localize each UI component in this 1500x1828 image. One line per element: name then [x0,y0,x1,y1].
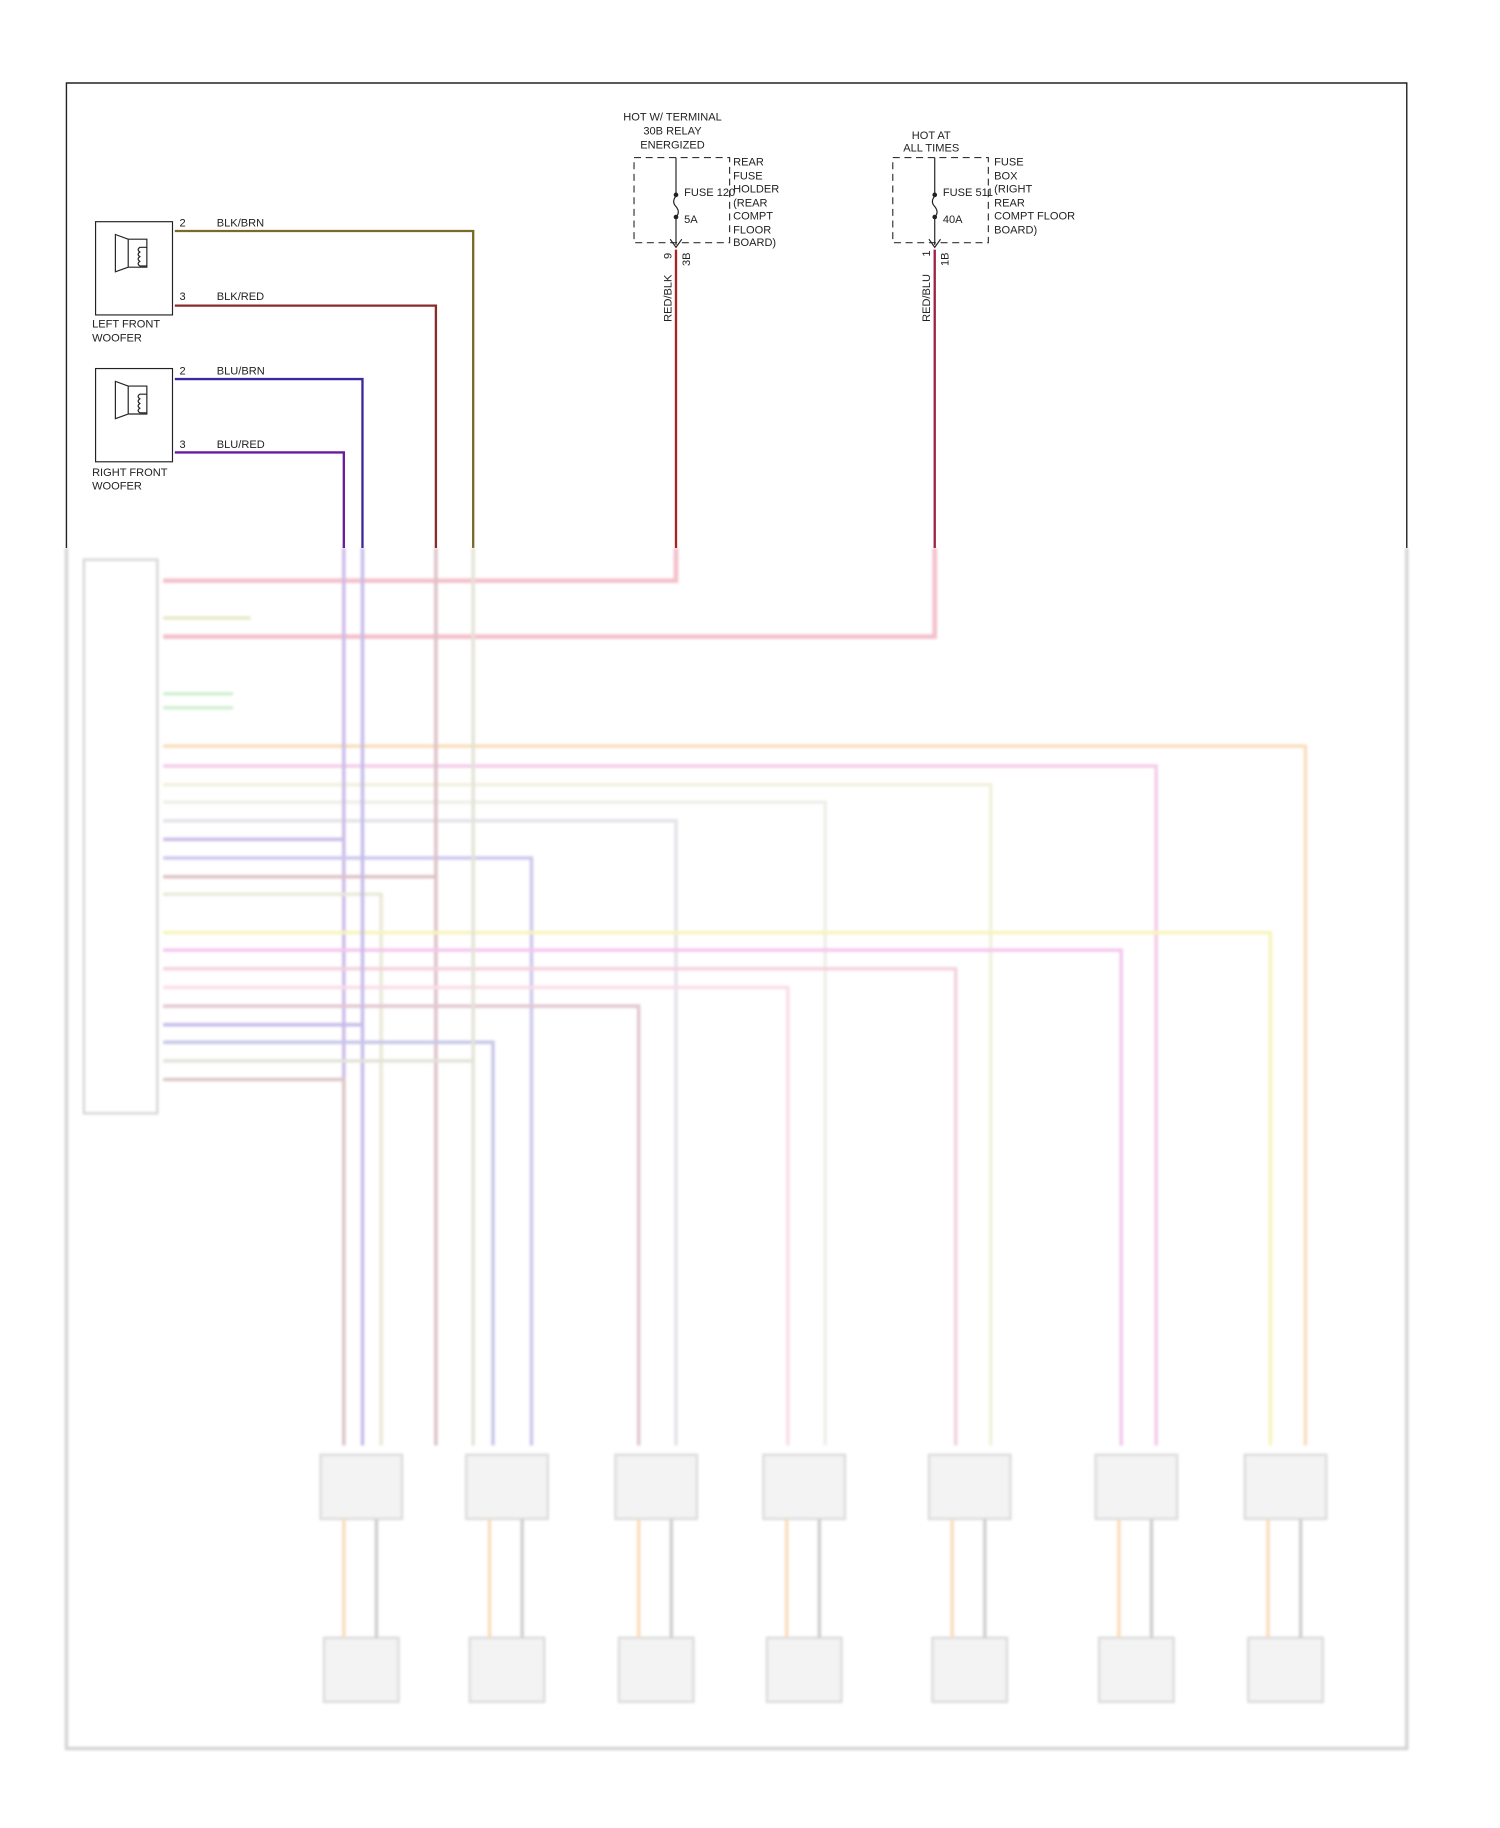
tweeter [468,1636,546,1704]
amplifier-module [319,1453,404,1521]
fuse-icon [669,157,683,249]
tweeter [322,1636,400,1704]
tweeter [617,1636,695,1704]
tweeter [765,1636,843,1704]
amplifier-module [614,1453,699,1521]
holder-label: BOARD) [994,224,1037,236]
pin-number: 2 [179,217,185,229]
pin-number: 3 [179,439,185,451]
holder-label: COMPT FLOOR [994,210,1075,222]
speaker-label: WOOFER [92,481,142,493]
holder-label: REAR [733,157,764,169]
hot-label: ALL TIMES [903,143,959,155]
wire-label: BLK/BRN [217,217,264,229]
holder-label: FUSE [733,171,763,183]
tweeter [1097,1636,1175,1704]
holder-label: (REAR [733,198,767,210]
wire-blu-red [174,451,345,549]
wire-label: RED/BLK [662,274,674,322]
pin-number: 2 [179,365,185,377]
left-front-woofer: LEFT FRONT WOOFER 2 3 BLK/BRN BLK/RED [92,217,264,344]
diagram-frame [65,82,1408,549]
wire-label: BLU/BRN [217,365,265,377]
speaker-icon [114,233,148,273]
tweeter [1247,1636,1325,1704]
connector-id: 1B [940,252,952,266]
hot-label: HOT W/ TERMINAL [623,111,722,123]
pin-number: 3 [179,291,185,303]
blurred-amplifier-section [64,548,1409,1751]
wire [163,856,534,1446]
wire [163,548,938,639]
wire [163,1022,365,1446]
amplifier-module [927,1453,1012,1521]
holder-label: HOLDER [733,184,779,196]
speaker-icon [114,380,148,420]
speaker-label: WOOFER [92,333,142,345]
wire [163,1077,346,1446]
wire [163,1040,495,1446]
wire-label: RED/BLU [921,274,933,322]
pin-number: 9 [662,253,674,259]
wire [163,948,1123,1446]
holder-label: COMPT [733,210,773,222]
holder-label: FUSE [994,157,1024,169]
fuse-name: FUSE 120 [684,187,735,199]
hot-label: ENERGIZED [640,139,705,151]
fuse-120-holder: HOT W/ TERMINAL 30B RELAY ENERGIZED FUSE… [623,111,779,549]
holder-label: FLOOR [733,224,771,236]
amplifier-module [1094,1453,1179,1521]
wire [163,744,1308,1446]
fuse-name: FUSE 511 [943,187,993,199]
pin-number: 1 [921,251,933,257]
wire [163,874,438,1446]
holder-label: BOARD) [733,237,776,249]
amplifier-box [82,558,159,1115]
wire-label: BLU/RED [217,439,265,451]
amplifier-module [465,1453,549,1521]
wire [163,764,1158,1446]
wire-blk-red [174,304,438,549]
fuse-rating: 40A [943,214,963,226]
wire-blk-brn [174,229,475,549]
wire [163,782,993,1446]
hot-label: 30B RELAY [643,125,702,137]
wire [163,800,827,1446]
wire-blu-brn [174,377,364,549]
wire [163,985,790,1446]
wire [163,837,346,1446]
connector-id: 3B [681,252,693,266]
wire [163,967,958,1446]
tweeter [931,1636,1009,1704]
wire [163,1004,641,1446]
fuse-rating: 5A [684,214,698,226]
right-front-woofer: RIGHT FRONT WOOFER 2 3 BLU/BRN BLU/RED [92,365,265,492]
wire-label: BLK/RED [217,291,264,303]
holder-label: REAR [994,198,1025,210]
fuse-511-box: HOT AT ALL TIMES FUSE 511 40A FUSE BOX (… [892,130,1075,549]
amplifier-module [762,1453,847,1521]
amplifier-module [1243,1453,1328,1521]
wire [163,548,679,583]
wire [163,892,383,1446]
wire [163,930,1273,1446]
holder-label: BOX [994,171,1018,183]
wire [163,1059,475,1446]
wire [163,819,678,1446]
fuse-icon [928,157,942,249]
speaker-label: LEFT FRONT [92,319,160,331]
holder-label: (RIGHT [994,184,1032,196]
hot-label: HOT AT [912,130,951,142]
speaker-label: RIGHT FRONT [92,467,168,479]
